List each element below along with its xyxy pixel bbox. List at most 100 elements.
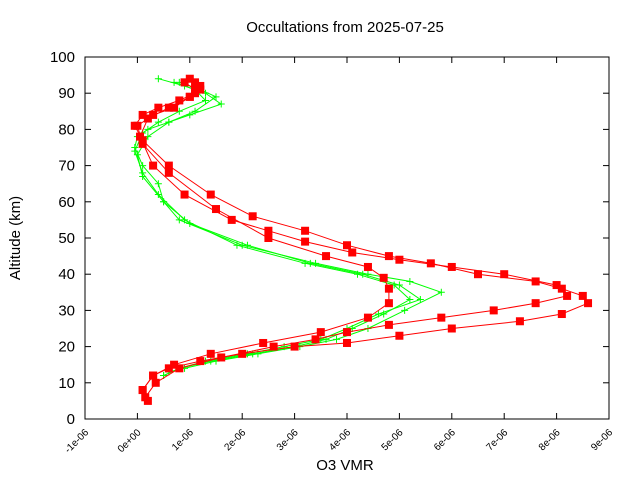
data-point [401, 306, 409, 314]
y-tick-label: 0 [67, 411, 75, 428]
data-point [474, 270, 482, 279]
data-point [233, 241, 241, 249]
data-point [133, 121, 142, 130]
data-point [301, 226, 310, 235]
data-point [500, 270, 509, 279]
data-point [139, 172, 147, 180]
data-point [384, 320, 393, 329]
data-point [206, 349, 215, 358]
data-point [227, 215, 236, 224]
data-point [175, 96, 184, 105]
data-point [269, 342, 278, 351]
y-tick-label: 30 [58, 302, 75, 319]
data-point [154, 118, 162, 126]
data-point [363, 313, 372, 322]
data-point [395, 255, 404, 264]
data-point [149, 371, 158, 380]
y-tick-label: 50 [58, 230, 75, 247]
data-point [280, 343, 288, 351]
data-point [238, 349, 247, 358]
series-1-profile-2-line [139, 82, 569, 398]
data-point [136, 132, 145, 141]
data-point [141, 393, 150, 402]
data-point [181, 216, 189, 224]
data-point [557, 284, 566, 293]
data-point [185, 92, 194, 101]
data-point [206, 190, 215, 199]
data-point [164, 168, 173, 177]
data-point [316, 328, 325, 337]
data-point [301, 237, 310, 246]
data-point [165, 118, 173, 126]
data-point [406, 296, 414, 304]
data-point [164, 161, 173, 170]
data-point [306, 259, 314, 267]
data-point [191, 107, 199, 115]
data-point [515, 317, 524, 326]
data-point [149, 161, 158, 170]
data-point [333, 335, 341, 343]
series-1 [130, 74, 593, 405]
data-point [154, 180, 162, 188]
data-point [395, 331, 404, 340]
data-point [170, 360, 179, 369]
data-point [311, 335, 320, 344]
data-point [447, 262, 456, 271]
data-point [437, 288, 445, 296]
data-point [133, 151, 141, 159]
data-point [170, 103, 179, 112]
data-point [196, 85, 205, 94]
data-point [264, 226, 273, 235]
data-point [552, 281, 561, 290]
data-point [489, 306, 498, 315]
data-point [164, 364, 173, 373]
data-point [437, 313, 446, 322]
data-point [374, 310, 382, 318]
data-point [557, 310, 566, 319]
data-point [531, 277, 540, 286]
data-point [154, 75, 162, 83]
data-point [384, 299, 393, 308]
chart-title: Occultations from 2025-07-25 [246, 19, 444, 36]
data-point [191, 78, 200, 87]
data-point [563, 291, 572, 300]
y-tick-label: 40 [58, 266, 75, 283]
data-point [243, 241, 251, 249]
data-point [131, 147, 139, 155]
data-point [363, 262, 372, 271]
data-point [151, 378, 160, 387]
data-point [322, 252, 331, 261]
data-point [154, 103, 163, 112]
data-point [379, 273, 388, 282]
y-tick-label: 80 [58, 121, 75, 138]
data-point [154, 191, 162, 199]
data-point [406, 277, 414, 285]
data-point [196, 357, 205, 366]
data-point [264, 234, 273, 242]
data-point [138, 110, 147, 119]
data-point [343, 328, 351, 337]
data-point [143, 114, 152, 123]
data-point [180, 190, 189, 199]
series-1-profile-1-line [136, 81, 390, 391]
data-point [212, 93, 220, 101]
data-point [584, 299, 593, 308]
data-point [138, 386, 147, 395]
y-tick-label: 60 [58, 194, 75, 211]
data-point [343, 241, 351, 250]
data-point [395, 281, 403, 289]
data-point [416, 296, 424, 304]
data-point [531, 299, 540, 308]
data-point [191, 85, 200, 94]
data-point [138, 139, 147, 148]
y-tick-label: 10 [58, 375, 75, 392]
data-point [384, 284, 393, 293]
data-point [578, 291, 587, 300]
data-point [175, 364, 184, 373]
y-tick-label: 90 [58, 85, 75, 102]
y-axis-label: Altitude (km) [7, 196, 24, 280]
data-point [164, 103, 173, 112]
data-point [259, 338, 268, 347]
